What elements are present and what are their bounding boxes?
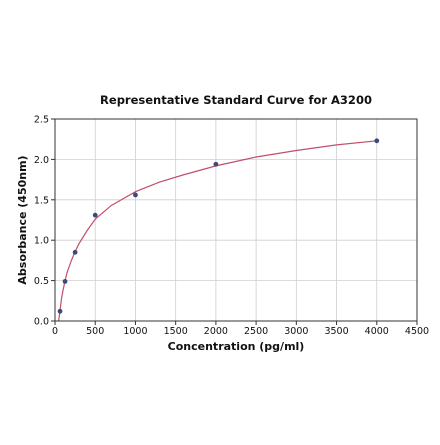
x-tick-label: 1000 bbox=[123, 326, 147, 337]
y-axis-label: Absorbance (450nm) bbox=[16, 155, 29, 284]
y-tick-label: 2.5 bbox=[34, 115, 49, 126]
data-points-layer bbox=[57, 138, 380, 314]
y-tick-label: 1.0 bbox=[34, 236, 49, 247]
data-point bbox=[213, 161, 219, 167]
x-tick-label: 500 bbox=[86, 326, 104, 337]
fitted-curve-layer bbox=[58, 140, 377, 322]
data-point bbox=[72, 249, 78, 255]
x-tick-label: 1500 bbox=[164, 326, 188, 337]
data-point bbox=[57, 308, 63, 314]
x-tick-label: 3500 bbox=[324, 326, 348, 337]
y-tick-label: 1.5 bbox=[34, 195, 49, 206]
fitted-curve-line bbox=[58, 140, 377, 322]
data-point bbox=[92, 212, 98, 218]
x-axis-label: Concentration (pg/ml) bbox=[168, 340, 305, 353]
x-tick-label: 4500 bbox=[405, 326, 429, 337]
data-point bbox=[374, 138, 380, 144]
x-tick-label: 4000 bbox=[365, 326, 389, 337]
y-tick-label: 0.0 bbox=[34, 317, 49, 328]
data-point bbox=[133, 192, 138, 198]
x-tick-label: 0 bbox=[52, 326, 58, 337]
plot-frame bbox=[54, 118, 418, 322]
data-point bbox=[62, 279, 68, 284]
x-tick-label: 3000 bbox=[284, 326, 308, 337]
x-axis-ticks: 0 500 1000 1500 2000 2500 3000 3500 4000 4500 bbox=[52, 321, 429, 337]
chart-title: Representative Standard Curve for A3200 bbox=[100, 93, 372, 107]
y-tick-label: 2.0 bbox=[34, 155, 49, 166]
grid-lines bbox=[54, 118, 418, 322]
x-tick-label: 2000 bbox=[204, 326, 228, 337]
y-axis-ticks: 0.0 0.5 1.0 1.5 2.0 2.5 bbox=[34, 115, 55, 328]
x-tick-label: 2500 bbox=[244, 326, 268, 337]
y-tick-label: 0.5 bbox=[34, 276, 49, 287]
